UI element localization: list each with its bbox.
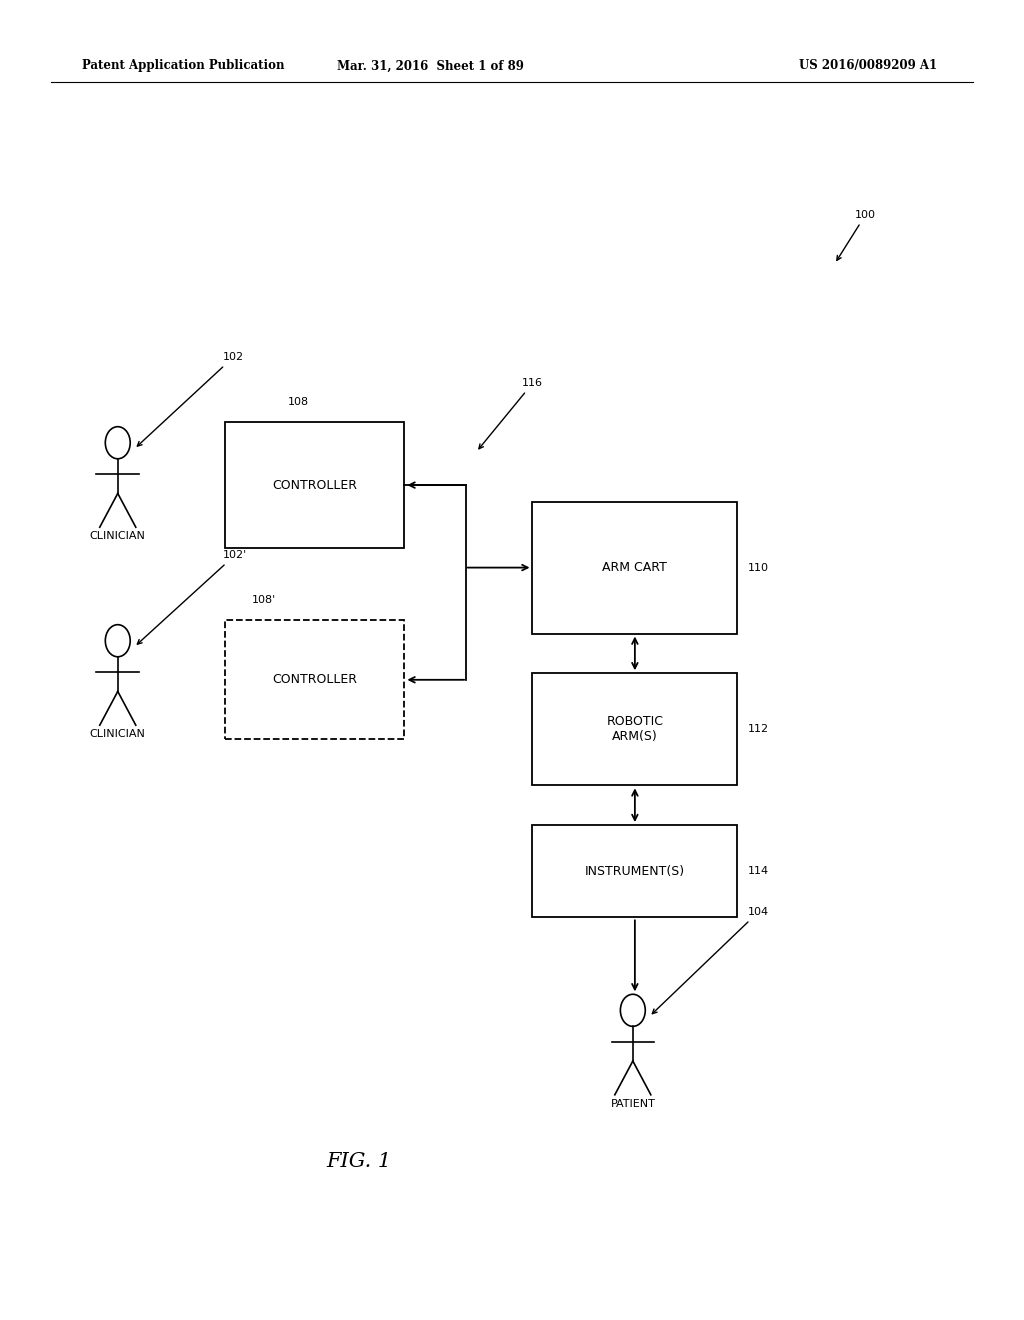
Text: 102: 102 <box>137 352 244 446</box>
Text: CLINICIAN: CLINICIAN <box>90 532 145 541</box>
Text: ROBOTIC
ARM(S): ROBOTIC ARM(S) <box>606 715 664 743</box>
Text: 104: 104 <box>652 907 769 1014</box>
Bar <box>225 620 404 739</box>
Text: 100: 100 <box>837 210 877 260</box>
Text: 108': 108' <box>252 594 276 605</box>
Text: 112: 112 <box>748 725 769 734</box>
Text: FIG. 1: FIG. 1 <box>326 1152 391 1171</box>
Text: PATIENT: PATIENT <box>610 1100 655 1109</box>
Text: 116: 116 <box>479 378 544 449</box>
Bar <box>532 673 737 785</box>
Bar <box>532 502 737 634</box>
Text: US 2016/0089209 A1: US 2016/0089209 A1 <box>799 59 937 73</box>
Text: Mar. 31, 2016  Sheet 1 of 89: Mar. 31, 2016 Sheet 1 of 89 <box>337 59 523 73</box>
Text: 108: 108 <box>288 396 309 407</box>
Text: CLINICIAN: CLINICIAN <box>90 730 145 739</box>
Text: CONTROLLER: CONTROLLER <box>272 479 357 491</box>
Bar <box>225 422 404 548</box>
Text: Patent Application Publication: Patent Application Publication <box>82 59 285 73</box>
Text: ARM CART: ARM CART <box>602 561 668 574</box>
Bar <box>532 825 737 917</box>
Text: INSTRUMENT(S): INSTRUMENT(S) <box>585 865 685 878</box>
Text: CONTROLLER: CONTROLLER <box>272 673 357 686</box>
Text: 114: 114 <box>748 866 769 876</box>
Text: 110: 110 <box>748 562 769 573</box>
Text: 102': 102' <box>137 550 247 644</box>
